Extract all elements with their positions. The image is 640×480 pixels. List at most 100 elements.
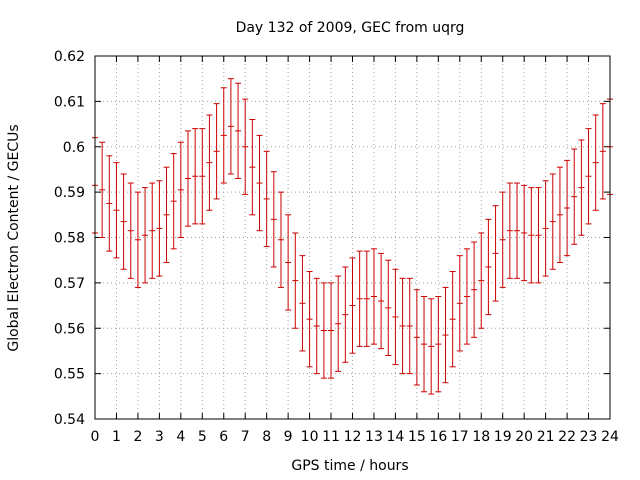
data-point: [549, 173, 556, 270]
data-point: [370, 248, 377, 345]
data-point: [184, 130, 191, 227]
data-point: [142, 187, 149, 284]
data-point: [235, 82, 242, 180]
data-point: [399, 277, 406, 375]
data-point: [99, 141, 106, 238]
data-point: [456, 255, 463, 352]
x-tick-label: 8: [262, 429, 271, 445]
x-tick-label: 10: [301, 429, 319, 445]
series-errorbars: [92, 78, 613, 395]
data-point: [406, 277, 413, 375]
data-point: [277, 191, 284, 288]
data-point: [585, 128, 592, 225]
grid: [95, 56, 610, 419]
data-point: [421, 295, 428, 393]
x-tick-label: 17: [451, 429, 469, 445]
x-tick-label: 2: [133, 429, 142, 445]
y-tick-label: 0.55: [54, 367, 85, 383]
data-point: [492, 205, 499, 302]
data-point: [227, 78, 234, 175]
x-tick-label: 1: [112, 429, 121, 445]
data-point: [499, 191, 506, 288]
data-point: [342, 266, 349, 363]
data-point: [177, 141, 184, 238]
tick-labels: 0 1 2 3 4 5 6 7 8 9 10 11 12 13 14 15 16 17 18 19 20 21 22 23 24…: [54, 49, 619, 445]
data-point: [170, 153, 177, 250]
data-point: [120, 173, 127, 270]
x-tick-label: 22: [558, 429, 576, 445]
data-point: [571, 148, 578, 245]
data-point: [528, 187, 535, 284]
x-tick-label: 11: [322, 429, 340, 445]
data-point: [292, 232, 299, 329]
y-tick-label: 0.58: [54, 231, 85, 247]
data-point: [206, 114, 213, 211]
x-tick-label: 24: [601, 429, 619, 445]
x-tick-label: 18: [472, 429, 490, 445]
data-point: [149, 182, 156, 279]
data-point: [127, 182, 134, 279]
data-point: [564, 159, 571, 257]
data-point: [542, 180, 549, 277]
data-point: [349, 257, 356, 354]
data-point: [521, 184, 528, 282]
data-point: [392, 268, 399, 366]
data-point: [442, 286, 449, 384]
chart-title: Day 132 of 2009, GEC from uqrg: [236, 20, 465, 36]
data-point: [113, 162, 120, 259]
x-tick-label: 6: [219, 429, 228, 445]
x-tick-label: 15: [408, 429, 426, 445]
data-point: [356, 250, 363, 347]
data-point: [263, 150, 270, 248]
data-point: [220, 87, 227, 184]
x-axis-label: GPS time / hours: [291, 458, 408, 474]
x-tick-label: 12: [344, 429, 362, 445]
y-tick-label: 0.54: [54, 412, 85, 428]
y-tick-label: 0.62: [54, 49, 85, 65]
data-point: [242, 98, 249, 195]
data-point: [306, 271, 313, 368]
y-tick-label: 0.59: [54, 185, 85, 201]
y-tick-label: 0.6: [63, 140, 85, 156]
data-point: [485, 218, 492, 316]
data-point: [463, 248, 470, 345]
x-tick-label: 21: [537, 429, 555, 445]
x-tick-label: 20: [515, 429, 533, 445]
data-point: [514, 182, 521, 279]
y-tick-label: 0.57: [54, 276, 85, 292]
data-point: [471, 241, 478, 338]
x-tick-label: 5: [198, 429, 207, 445]
data-point: [335, 275, 342, 372]
x-tick-label: 16: [429, 429, 447, 445]
data-point: [556, 166, 563, 263]
data-point: [578, 139, 585, 236]
y-tick-label: 0.61: [54, 94, 85, 110]
data-point: [435, 295, 442, 393]
data-point: [270, 171, 277, 268]
x-tick-label: 9: [284, 429, 293, 445]
data-point: [413, 289, 420, 386]
data-point: [478, 232, 485, 329]
data-point: [106, 155, 113, 252]
x-tick-label: 23: [580, 429, 598, 445]
data-point: [134, 191, 141, 288]
data-point: [299, 255, 306, 352]
data-point: [199, 128, 206, 225]
data-point: [599, 103, 606, 200]
y-axis-label: Global Electron Content / GECUs: [6, 124, 22, 351]
data-point: [156, 180, 163, 277]
plot-frame: [94, 55, 611, 420]
data-point: [285, 214, 292, 311]
data-point: [249, 119, 256, 216]
x-tick-label: 3: [155, 429, 164, 445]
x-tick-label: 14: [387, 429, 405, 445]
x-tick-label: 13: [365, 429, 383, 445]
x-tick-label: 0: [91, 429, 100, 445]
y-tick-label: 0.56: [54, 321, 85, 337]
data-point: [363, 250, 370, 347]
data-point: [256, 134, 263, 232]
data-point: [213, 103, 220, 200]
data-point: [313, 277, 320, 375]
